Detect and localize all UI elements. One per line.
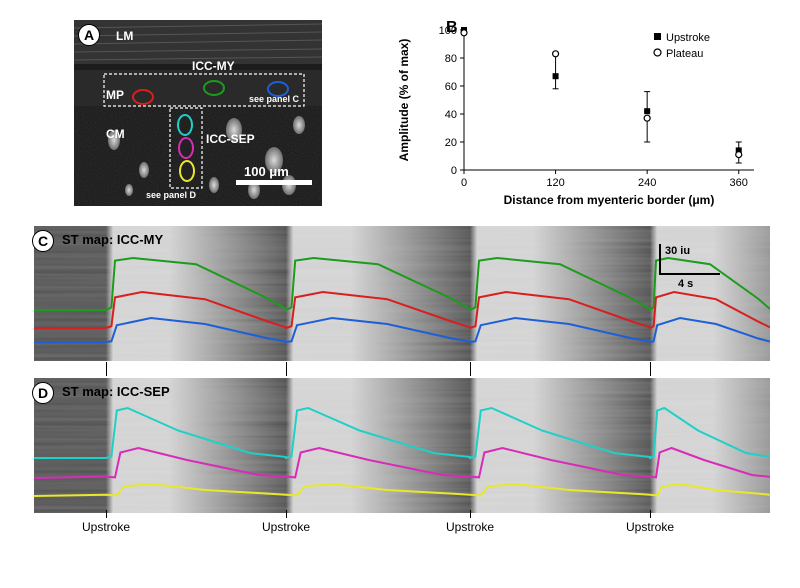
label-icc-my: ICC-MY (192, 59, 235, 73)
upstroke-label: Upstroke (251, 520, 321, 534)
panel-c-title: ST map: ICC-MY (62, 232, 163, 247)
upstroke-tick (286, 362, 287, 376)
panel-a-microscopy: A (74, 20, 322, 206)
label-cm: CM (106, 127, 125, 141)
panel-b-letter: B (446, 19, 458, 36)
svg-text:240: 240 (638, 177, 656, 189)
upstroke-tick (286, 510, 287, 518)
legend-plateau: Plateau (666, 48, 703, 60)
upstroke-tick (650, 510, 651, 518)
point-plateau (461, 30, 467, 36)
point-upstroke (644, 108, 650, 114)
point-plateau (736, 152, 742, 158)
svg-text:20: 20 (445, 137, 457, 149)
panel-d-stmap: D ST map: ICC-SEP (34, 378, 770, 513)
panel-c-letter: C (32, 230, 54, 252)
svg-text:120: 120 (546, 177, 564, 189)
upstroke-label: Upstroke (435, 520, 505, 534)
upstroke-tick (106, 510, 107, 518)
microscopy-svg: LM ICC-MY MP CM ICC-SEP see panel C see … (74, 20, 322, 206)
label-see-d: see panel D (146, 190, 197, 200)
amplitude-chart-svg: 0204060801000120240360Amplitude (% of ma… (386, 18, 766, 210)
svg-text:0: 0 (461, 177, 467, 189)
scalebar-a-label: 100 μm (244, 164, 289, 179)
upstroke-tick (106, 362, 107, 376)
upstroke-label: Upstroke (71, 520, 141, 534)
panel-b-chart: 0204060801000120240360Amplitude (% of ma… (386, 18, 766, 210)
label-mp: MP (106, 88, 124, 102)
panel-a-letter: A (78, 24, 100, 46)
y-axis-title: Amplitude (% of max) (397, 39, 411, 162)
panel-d-letter: D (32, 382, 54, 404)
scalebar-x-label: 4 s (678, 278, 693, 290)
upstroke-tick (470, 362, 471, 376)
upstroke-tick (650, 362, 651, 376)
panel-c-stmap: C ST map: ICC-MY 30 iu 4 s (34, 226, 770, 361)
legend-upstroke: Upstroke (666, 32, 710, 44)
svg-text:360: 360 (730, 177, 748, 189)
x-axis-title: Distance from myenteric border (μm) (504, 193, 715, 207)
svg-text:80: 80 (445, 53, 457, 65)
label-lm: LM (116, 29, 133, 43)
panel-d-title: ST map: ICC-SEP (62, 384, 170, 399)
upstroke-tick (470, 510, 471, 518)
label-see-c: see panel C (249, 94, 300, 104)
upstroke-label: Upstroke (615, 520, 685, 534)
svg-text:0: 0 (451, 165, 457, 177)
label-icc-sep: ICC-SEP (206, 132, 255, 146)
scalebar-y-label: 30 iu (665, 245, 690, 257)
point-plateau (553, 51, 559, 57)
scalebar-a (236, 180, 312, 185)
point-plateau (644, 115, 650, 121)
svg-text:40: 40 (445, 109, 457, 121)
svg-text:60: 60 (445, 81, 457, 93)
